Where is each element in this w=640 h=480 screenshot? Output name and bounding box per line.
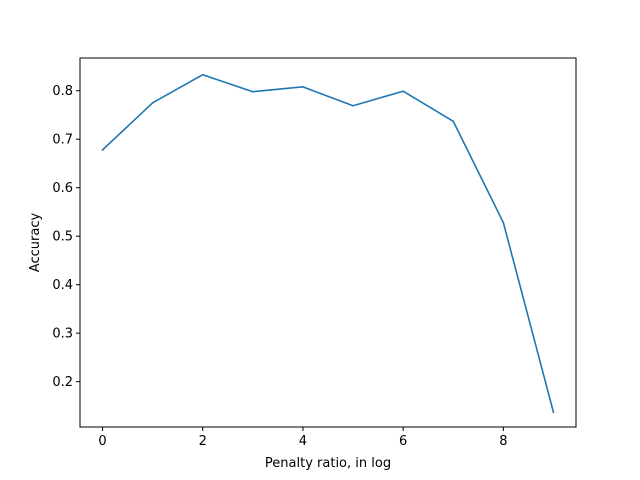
data-point (552, 411, 555, 414)
data-point (101, 149, 104, 151)
y-tick-label: 0.8 (52, 84, 73, 99)
x-tick-label: 0 (98, 434, 106, 449)
data-point (302, 86, 304, 88)
y-tick-label: 0.7 (52, 133, 73, 148)
y-tick-label: 0.6 (52, 181, 73, 196)
data-point (352, 104, 354, 107)
data-point (151, 102, 154, 104)
axes-frame (79, 57, 577, 428)
y-tick-label: 0.4 (52, 278, 73, 293)
data-point (502, 221, 505, 224)
plot-area (101, 73, 555, 414)
x-tick-label: 6 (399, 434, 407, 449)
y-axis-label: Accuracy (28, 213, 43, 273)
data-point (452, 120, 455, 123)
data-point (201, 73, 204, 76)
x-tick-label: 8 (499, 434, 507, 449)
x-axis-ticks: 0 2 4 6 8 (98, 427, 507, 449)
y-axis-ticks: 0.2 0.3 0.4 0.5 0.6 0.7 0.8 (52, 84, 80, 390)
x-tick-label: 2 (199, 434, 207, 449)
series-line (101, 73, 555, 414)
x-tick-label: 4 (299, 434, 307, 449)
y-tick-label: 0.5 (52, 230, 73, 245)
x-axis-label: Penalty ratio, in log (265, 456, 391, 471)
data-point (402, 90, 404, 93)
y-tick-label: 0.3 (52, 327, 73, 342)
data-point (252, 90, 254, 93)
y-tick-label: 0.2 (52, 375, 73, 390)
